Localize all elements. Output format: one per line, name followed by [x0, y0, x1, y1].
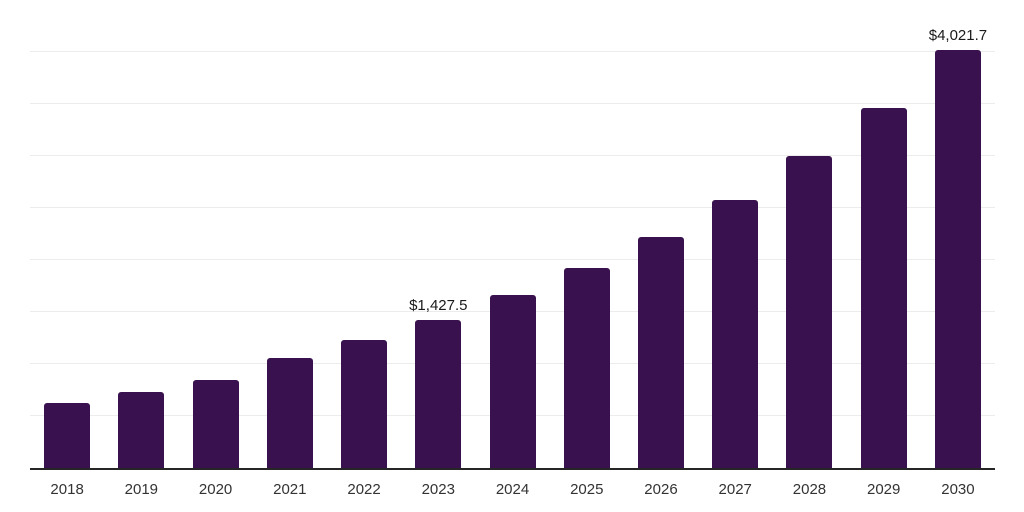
bars: $1,427.5 $4,021.7	[30, 0, 995, 468]
band-2029	[847, 0, 921, 468]
x-tick-2022: 2022	[347, 481, 381, 498]
x-tick-2027: 2027	[718, 481, 752, 498]
data-label-2023: $1,427.5	[409, 296, 468, 314]
bar-2026	[637, 237, 684, 468]
gridline-3500	[30, 103, 995, 104]
bar-2025	[563, 267, 610, 468]
plot-area: $1,427.5 $4,021.7	[30, 0, 995, 470]
x-tick-2020: 2020	[198, 481, 233, 498]
band-2020	[178, 0, 252, 468]
x-tick-2025: 2025	[570, 481, 604, 498]
gridline-2500	[30, 207, 995, 208]
band-2025	[550, 0, 624, 468]
bar-2023	[415, 319, 462, 468]
x-tick-2023: 2023	[421, 481, 455, 498]
gridline-3000	[30, 155, 995, 156]
bar-2021	[266, 358, 313, 468]
x-tick-2024: 2024	[495, 481, 530, 498]
band-2024	[475, 0, 549, 468]
bar-2020	[192, 379, 239, 468]
x-tick-2026: 2026	[644, 481, 678, 498]
x-tick-2028: 2028	[792, 481, 827, 498]
x-tick-2021: 2021	[273, 481, 307, 498]
band-2023: $1,427.5	[401, 0, 475, 468]
bar-2018	[44, 403, 91, 468]
bar-2022	[341, 340, 388, 468]
band-2028	[772, 0, 846, 468]
bar-2029	[860, 108, 907, 468]
bar-2024	[489, 295, 536, 468]
x-axis: 2018 2019 2020 2021 2022 2023 2024 2025 2026 2027…	[30, 478, 995, 502]
x-tick-2030: 2030	[941, 481, 975, 498]
bar-2019	[118, 392, 165, 468]
band-2019	[104, 0, 178, 468]
data-label-2030: $4,021.7	[928, 26, 988, 44]
band-2021	[253, 0, 327, 468]
band-2022	[327, 0, 401, 468]
gridline-2000	[30, 259, 995, 260]
band-2030: $4,021.7	[921, 0, 995, 468]
x-tick-2029: 2029	[867, 481, 901, 498]
band-2027	[698, 0, 772, 468]
bar-2027	[712, 199, 759, 468]
x-tick-2018: 2018	[50, 481, 84, 498]
gridline-4000	[30, 51, 995, 52]
bar-2030	[934, 49, 981, 468]
band-2018	[30, 0, 104, 468]
band-2026	[624, 0, 698, 468]
x-tick-2019: 2019	[124, 481, 159, 498]
bar-2028	[786, 156, 833, 468]
